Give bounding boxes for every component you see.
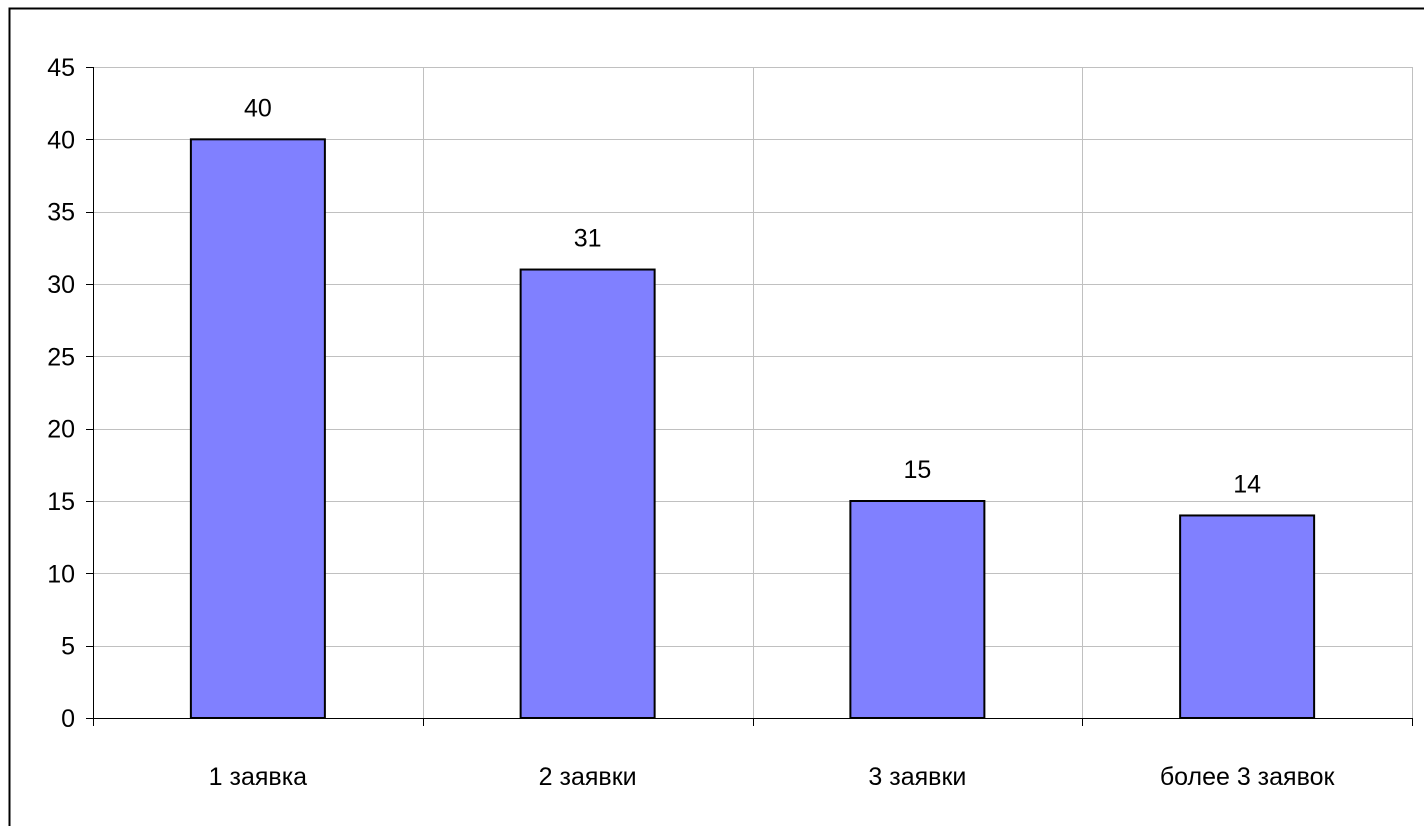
x-category-label: 3 заявки [868,763,966,791]
data-label-2: 31 [574,225,602,253]
y-tick-label: 40 [47,126,75,154]
chart-border [8,7,1424,826]
bar-3 [849,500,986,719]
x-category-label: 2 заявки [539,763,637,791]
y-tick-label: 10 [47,560,75,588]
data-label-4: 14 [1233,470,1261,498]
data-label-1: 40 [244,94,272,122]
y-tick-label: 35 [47,199,75,227]
bar-4 [1179,514,1316,720]
y-tick-label: 5 [61,633,75,661]
y-tick-label: 30 [47,271,75,299]
y-tick-label: 0 [61,705,75,733]
x-category-label: более 3 заявок [1160,763,1336,791]
bar-1 [189,138,326,720]
x-category-label: 1 заявка [209,763,308,791]
y-tick-label: 45 [47,54,75,82]
y-tick-label: 15 [47,488,75,516]
y-tick-label: 20 [47,416,75,444]
y-tick-label: 25 [47,343,75,371]
bar-2 [519,268,656,719]
data-label-3: 15 [903,456,931,484]
